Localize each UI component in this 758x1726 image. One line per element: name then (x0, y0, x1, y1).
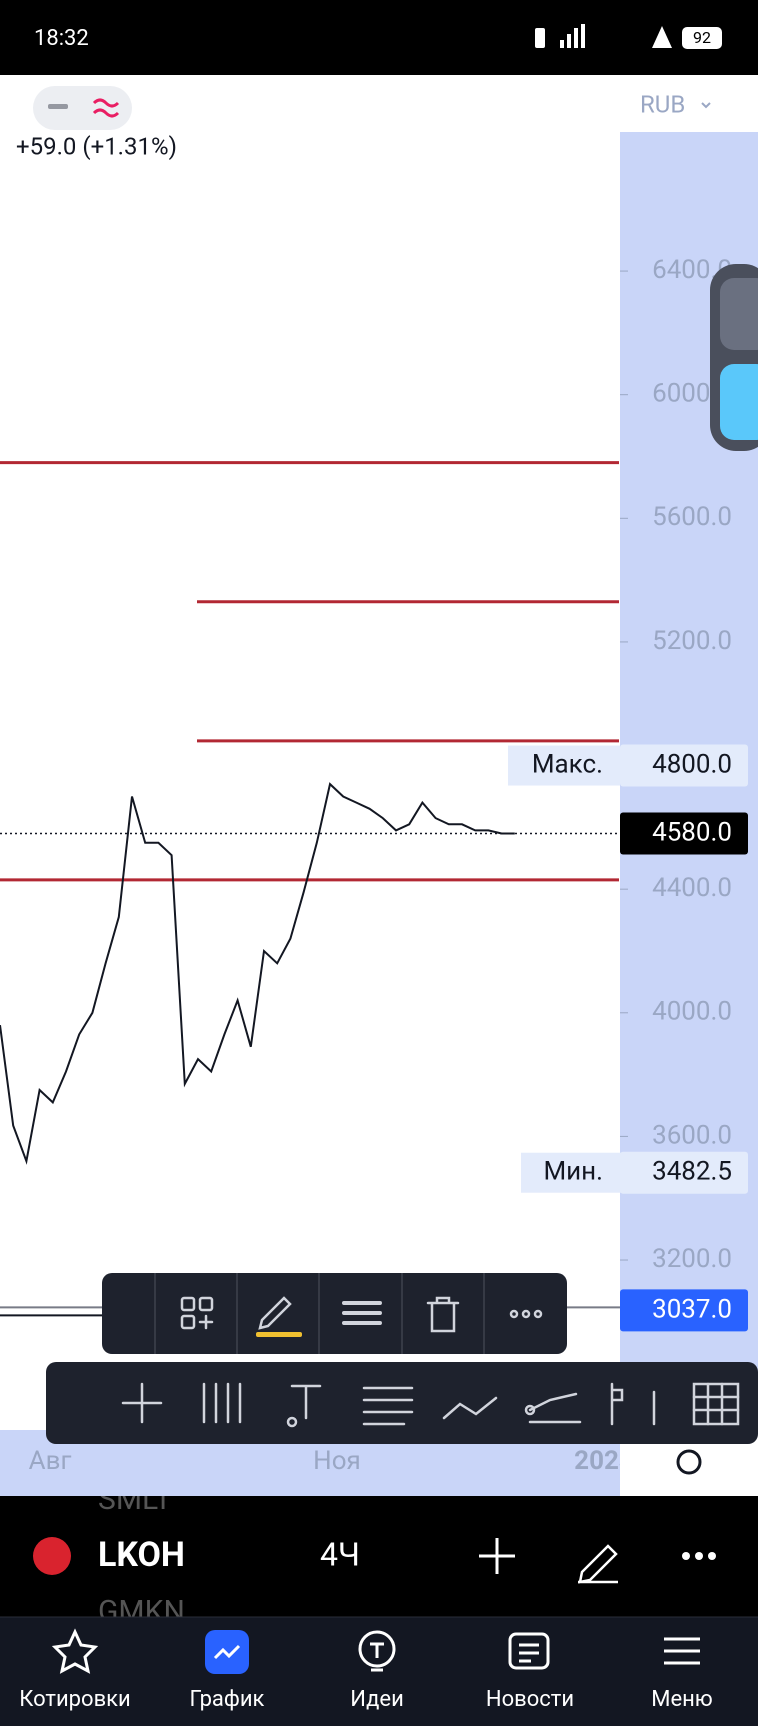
nav-label[interactable]: График (190, 1687, 265, 1712)
battery-icon (682, 27, 722, 49)
status-bar (0, 0, 758, 75)
change: +59.0 (+1.31%) (16, 132, 177, 160)
price-label-name: Мин. (543, 1157, 603, 1187)
more-icon[interactable] (682, 1552, 716, 1560)
add-icon[interactable] (479, 1538, 515, 1574)
price-label-box (508, 745, 620, 786)
price-line (0, 782, 515, 1165)
price-label-box (620, 744, 748, 787)
nav-label[interactable]: Идеи (350, 1687, 404, 1712)
y-tick-label: 5600.0 (652, 502, 732, 532)
chart: 6400.06000.05600.05200.04400.04000.03600… (0, 255, 748, 1476)
tools-toolbar (46, 1362, 758, 1444)
nav-label[interactable]: Котировки (19, 1687, 131, 1712)
settings-icon[interactable] (676, 1449, 702, 1475)
ghost-symbol[interactable]: SMLT (98, 1482, 172, 1517)
price-label: 4580.0 (652, 817, 732, 847)
symbol[interactable]: LKOH (98, 1535, 185, 1575)
nav-label[interactable]: Меню (651, 1687, 713, 1712)
battery: 92 (693, 28, 711, 47)
symbol-bar (0, 1496, 758, 1617)
y-tick-label: 3200.0 (652, 1244, 732, 1274)
side-button[interactable] (720, 364, 758, 440)
symbol-logo (33, 1537, 71, 1575)
draw-icon[interactable] (578, 1544, 618, 1584)
drawing-toolbar (102, 1273, 567, 1354)
x-tick-label: Авг (29, 1446, 72, 1476)
signal-icons (535, 24, 672, 48)
currency-box[interactable] (620, 75, 758, 132)
nav-label[interactable]: Новости (486, 1687, 574, 1712)
price-label: 3482.5 (652, 1157, 732, 1187)
price-label-box (521, 1152, 633, 1193)
nav-icons (51, 1628, 700, 1674)
price-label: 3037.0 (652, 1294, 732, 1324)
currency[interactable]: RUB (640, 90, 685, 118)
y-tick-label: 3600.0 (652, 1120, 732, 1150)
price-label-box (620, 1151, 748, 1194)
price-label: 4800.0 (652, 749, 732, 779)
price-label-box (620, 1289, 748, 1332)
y-tick-label: 5200.0 (652, 626, 732, 656)
y-tick-label: 4400.0 (652, 873, 732, 903)
price-label-box (620, 812, 748, 855)
y-tick-label: 4000.0 (652, 997, 732, 1027)
time: 18:32 (34, 26, 89, 51)
x-tick-label: Ноя (313, 1446, 361, 1476)
side-button[interactable] (720, 278, 758, 350)
chart-icon (213, 1644, 241, 1660)
wave-icon (92, 98, 120, 118)
interval[interactable]: 4Ч (320, 1535, 360, 1573)
chevron (701, 102, 711, 109)
ghost-symbol[interactable]: GMKN (98, 1594, 185, 1629)
minus-icon (48, 104, 68, 109)
price-label-name: Макс. (532, 749, 603, 779)
series-toggle[interactable] (33, 86, 132, 130)
